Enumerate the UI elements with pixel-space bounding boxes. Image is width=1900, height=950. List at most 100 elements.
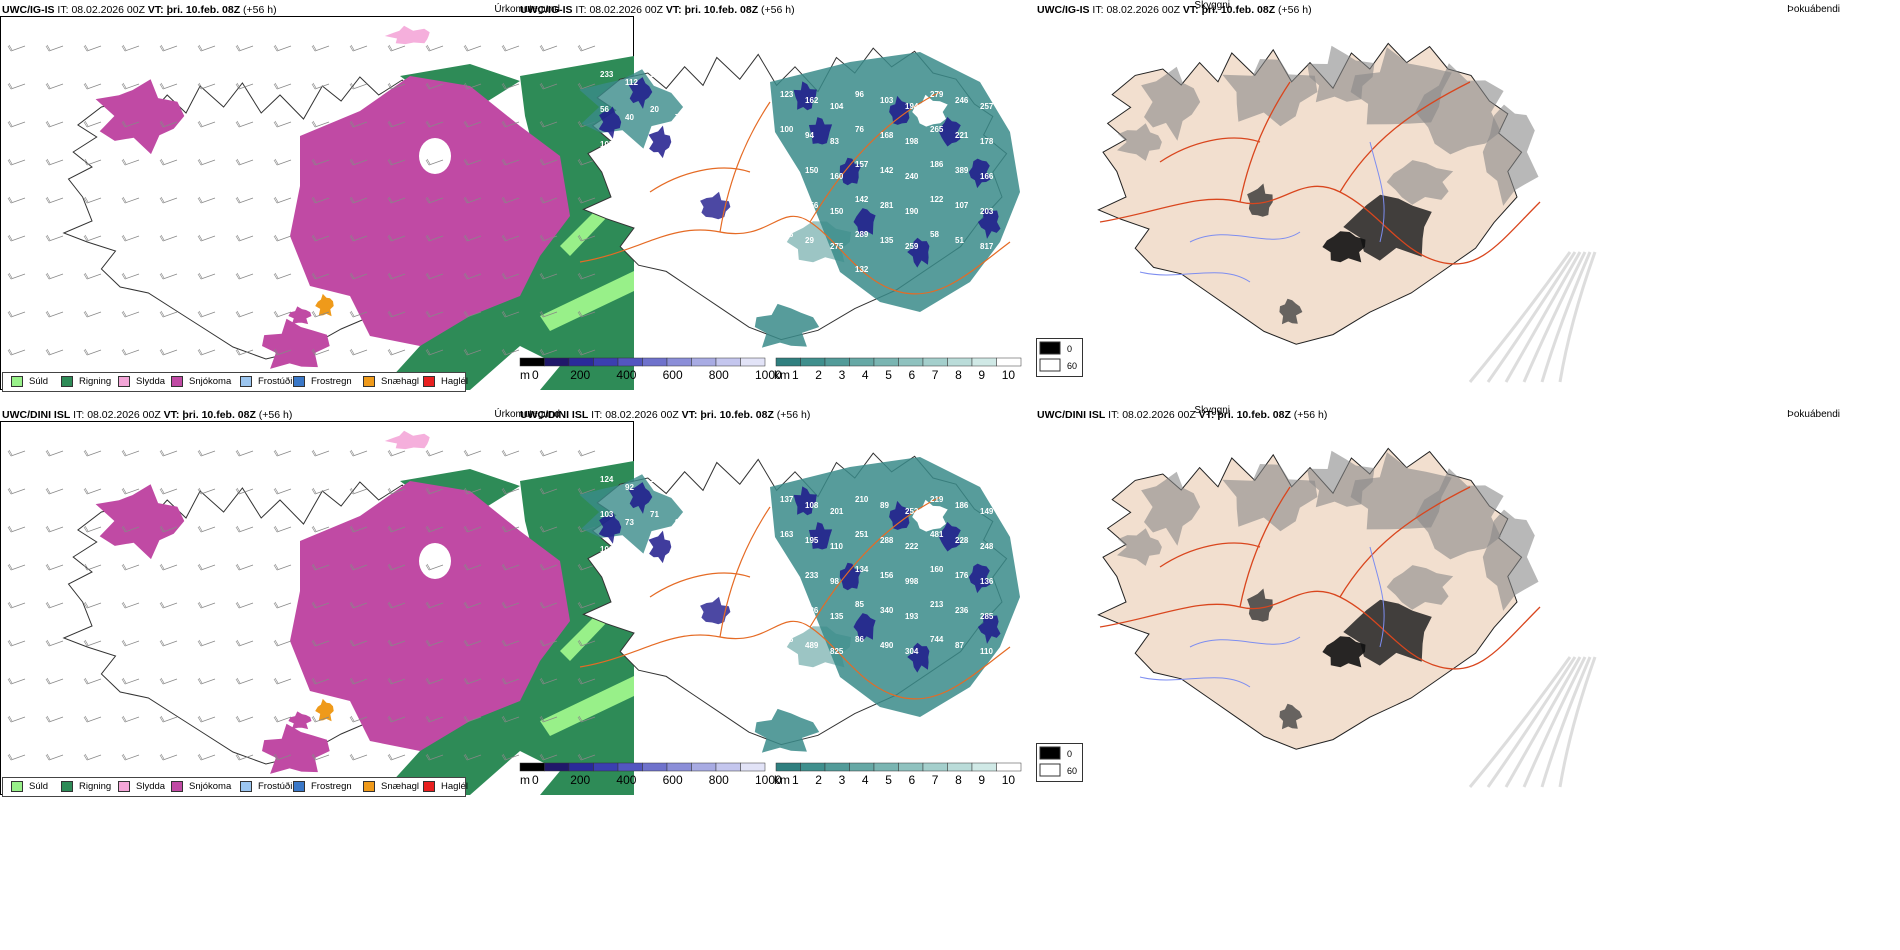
- snow-area: [290, 481, 570, 751]
- ceiling-label: 982: [805, 271, 819, 280]
- it-value: 08.02.2026 00Z: [1122, 409, 1196, 421]
- wind-barb: [7, 272, 26, 280]
- wind-barb: [45, 601, 64, 609]
- legend-item: Rigning: [61, 376, 111, 387]
- ceiling-label: 142: [880, 166, 894, 175]
- wind-barb: [159, 158, 178, 166]
- wind-barb: [83, 120, 102, 128]
- ceiling-label: 160: [930, 565, 944, 574]
- wind-barb: [387, 234, 406, 242]
- wind-barb: [197, 487, 216, 495]
- vt-label: VT:: [163, 409, 180, 421]
- colorbar-km-unit: km: [774, 368, 790, 382]
- wind-barb: [159, 639, 178, 647]
- very-low-cloud-area: [598, 511, 622, 544]
- ceiling-label: 83: [830, 137, 839, 146]
- precip-type-map: [0, 16, 634, 390]
- ceiling-label: 222: [780, 195, 794, 204]
- very-low-cloud-area: [628, 482, 653, 514]
- vt-value: þri. 10.feb. 08Z: [1217, 409, 1291, 421]
- very-low-cloud-area: [839, 157, 862, 186]
- terrain-shading: [1482, 509, 1539, 611]
- dry-gap: [419, 138, 451, 174]
- vt-label: VT:: [665, 4, 682, 16]
- wind-barb: [577, 196, 596, 204]
- wind-barb: [577, 44, 596, 52]
- wind-barb: [235, 196, 254, 204]
- sea-shading: [1468, 656, 1572, 788]
- wind-barb: [349, 715, 368, 723]
- ceiling-label: 85: [855, 600, 864, 609]
- ceiling-label: 100: [600, 545, 614, 554]
- wind-barb: [273, 196, 292, 204]
- legend-label: Snæhagl: [381, 781, 420, 793]
- ceiling-label: 149: [980, 507, 994, 516]
- wind-barb: [539, 677, 558, 685]
- ceiling-label: 195: [805, 536, 819, 545]
- ceiling-label: 489: [805, 641, 819, 650]
- wind-barb: [577, 639, 596, 647]
- it-label: IT:: [57, 4, 69, 16]
- wind-barb: [463, 44, 482, 52]
- ceiling-label: 124: [600, 475, 614, 484]
- ceiling-label: 122: [930, 195, 944, 204]
- colorbar-km-tick: 6: [909, 368, 916, 382]
- ceiling-label: 135: [830, 612, 844, 621]
- wind-barb: [83, 563, 102, 571]
- colorbar-m-segment: [666, 762, 692, 772]
- wind-barb: [539, 158, 558, 166]
- it-label: IT:: [1108, 409, 1120, 421]
- very-low-cloud-area: [907, 237, 930, 268]
- wind-barb: [501, 639, 520, 647]
- colorbar-km-tick: 3: [839, 773, 846, 787]
- ceiling-label: 110: [980, 647, 993, 656]
- sea-shading: [1504, 251, 1582, 383]
- ceiling-label: 71: [650, 510, 659, 519]
- wind-barb: [7, 234, 26, 242]
- wind-barb: [7, 348, 26, 356]
- wind-barb: [197, 348, 216, 356]
- ceiling-label: 103: [600, 510, 614, 519]
- wind-barb: [387, 449, 406, 457]
- ceiling-label: 0: [780, 670, 785, 679]
- legend-swatch: [363, 781, 375, 792]
- fog-legend-label: 0: [1067, 749, 1072, 759]
- wind-barb: [425, 82, 444, 90]
- snow-area: [290, 76, 570, 346]
- wind-barb: [425, 272, 444, 280]
- colorbar-km-tick: 9: [978, 773, 985, 787]
- wind-barb: [311, 563, 330, 571]
- wind-barb: [425, 753, 444, 761]
- legend-label: Frostúði: [258, 781, 293, 793]
- wind-barb: [235, 753, 254, 761]
- snow-area: [262, 723, 330, 774]
- fog-legend: 0 60: [1036, 338, 1083, 377]
- terrain-shading: [1141, 471, 1201, 546]
- snow-area: [288, 711, 312, 730]
- wind-barb: [45, 196, 64, 204]
- colorbar-m-tick: 800: [709, 773, 729, 787]
- low-cloud-area: [754, 303, 820, 348]
- road-network: [1099, 81, 1541, 265]
- wind-barb: [349, 677, 368, 685]
- colorbar-m-unit: m: [520, 773, 530, 787]
- sea-shading: [1486, 656, 1577, 788]
- ceiling-label: 58: [930, 230, 939, 239]
- ceiling-label: 157: [855, 160, 869, 169]
- fog-indicator-map: [1097, 42, 1597, 383]
- wind-barb: [159, 44, 178, 52]
- wind-barb: [463, 348, 482, 356]
- ceiling-label: 132: [855, 265, 869, 274]
- wind-barb: [197, 196, 216, 204]
- wind-barb: [121, 234, 140, 242]
- ceiling-label: 203: [980, 207, 994, 216]
- wind-barb: [45, 158, 64, 166]
- terrain-shading: [1415, 63, 1504, 155]
- vt-value: þri. 10.feb. 08Z: [700, 409, 774, 421]
- wind-barb: [159, 120, 178, 128]
- wind-barb: [197, 601, 216, 609]
- legend-label: Haglél: [441, 376, 468, 388]
- sea-shading: [1540, 656, 1592, 788]
- legend-swatch: [240, 376, 252, 387]
- ceiling-label: 47: [805, 676, 814, 685]
